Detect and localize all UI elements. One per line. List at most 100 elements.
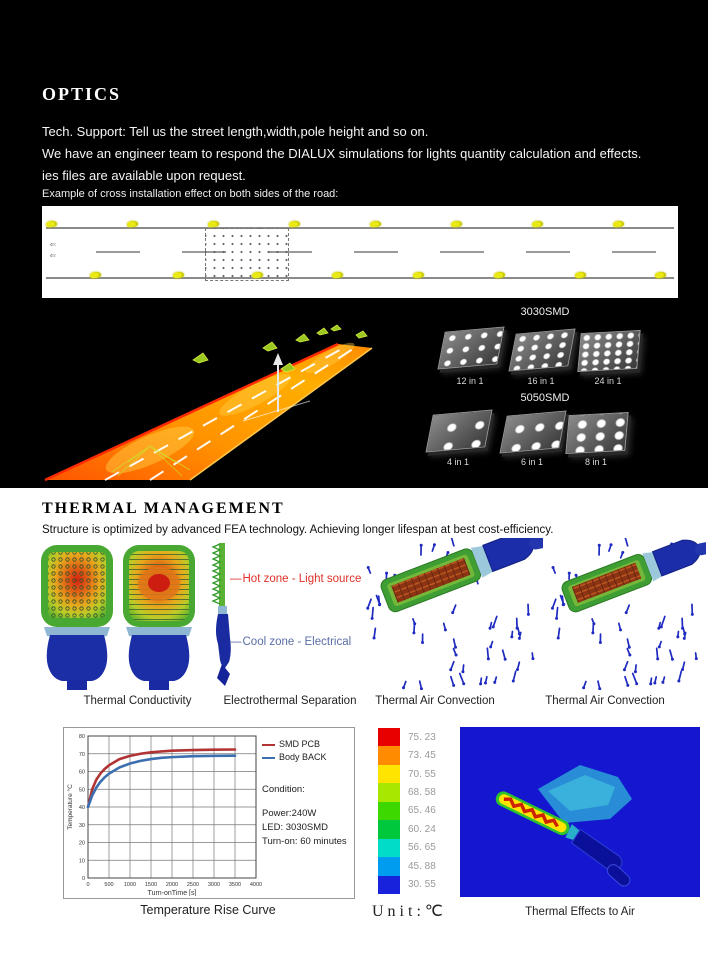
svg-text:1500: 1500 (145, 882, 157, 888)
light-cone-wireframe (111, 445, 191, 477)
scale-segment (378, 801, 400, 821)
smd-3030-title: 3030SMD (520, 306, 570, 318)
legend-entry: Body BACK (262, 751, 327, 764)
thermal-subtitle: Structure is optimized by advanced FEA t… (42, 524, 554, 536)
svg-text:20: 20 (79, 841, 85, 847)
svg-text:2500: 2500 (187, 882, 199, 888)
svg-text:60: 60 (79, 770, 85, 776)
fea-front-view-1 (41, 545, 113, 690)
svg-text:3500: 3500 (229, 882, 241, 888)
simulated-luminaires (192, 324, 368, 373)
legend-dash (262, 743, 275, 746)
chart-caption: Temperature Rise Curve (140, 903, 276, 917)
scale-segment (378, 838, 400, 858)
scale-segment (378, 857, 400, 876)
hot-zone-label: —Hot zone - Light source (230, 573, 362, 585)
chart-legend: SMD PCB Body BACK (262, 738, 327, 764)
scale-value: 30. 55 (408, 879, 436, 891)
module-caption-8in1: 8 in 1 (584, 457, 608, 467)
svg-text:70: 70 (79, 752, 85, 758)
svg-text:Turn-onTime [s]: Turn-onTime [s] (148, 890, 197, 896)
temperature-rise-chart: 0 500 1000 1500 2000 2500 3000 3500 4000 0 10 20 30 4… (63, 727, 355, 899)
scale-value: 68. 58 (408, 787, 436, 799)
temperature-scale-labels: 75. 23 73. 45 70. 55 68. 58 65. 46 60. 24 56. … (408, 728, 468, 894)
module-24in1 (577, 329, 641, 373)
smd-5050-title: 5050SMD (520, 392, 570, 404)
legend-dash (262, 756, 275, 759)
road-bottom-edge (46, 277, 674, 279)
optics-title: OPTICS (42, 84, 122, 104)
svg-text:40: 40 (79, 805, 85, 811)
scale-segment (378, 728, 400, 747)
condition-line (262, 797, 347, 807)
caption-thermal-conductivity: Thermal Conductivity (83, 695, 192, 707)
legend-entry: SMD PCB (262, 738, 327, 751)
fea-side-profile (211, 543, 231, 686)
temperature-color-scale (378, 728, 400, 894)
optics-line-1: Tech. Support: Tell us the street length… (42, 124, 429, 139)
module-caption-6in1: 6 in 1 (520, 457, 544, 467)
scale-segment (378, 783, 400, 802)
cool-zone-leader: — (230, 636, 242, 648)
module-8in1 (565, 411, 629, 455)
scale-value: 45. 88 (408, 860, 436, 872)
caption-air-convection-2: Thermal Air Convection (545, 695, 665, 707)
scale-segment (378, 820, 400, 839)
chart-plot-area: 0 500 1000 1500 2000 2500 3000 3500 4000 0 10 20 30 4… (66, 734, 262, 897)
module-4in1 (425, 409, 493, 453)
scale-value: 56. 65 (408, 842, 436, 854)
optics-line-3: ies files are available upon request. (42, 168, 246, 183)
caption-thermal-effects-to-air: Thermal Effects to Air (525, 906, 635, 918)
road-top-edge (46, 227, 674, 229)
module-caption-4in1: 4 in 1 (446, 457, 470, 467)
svg-text:1000: 1000 (124, 882, 136, 888)
hot-zone-leader: — (230, 573, 242, 585)
pole-height-arrow (242, 353, 311, 422)
scale-value: 75. 23 (408, 731, 436, 743)
caption-electrothermal-separation: Electrothermal Separation (223, 695, 357, 707)
scale-segment (378, 764, 400, 784)
lane-direction-arrow: ⇐ (49, 240, 56, 249)
scale-segment (378, 875, 400, 894)
svg-text:30: 30 (79, 823, 85, 829)
thermal-air-convection-1 (366, 538, 543, 690)
svg-text:80: 80 (79, 734, 85, 740)
fea-front-view-2 (123, 545, 195, 690)
caption-air-convection-1: Thermal Air Convection (375, 695, 495, 707)
svg-text:50: 50 (79, 787, 85, 793)
unit-label: Unit:℃ (372, 903, 447, 920)
svg-text:4000: 4000 (250, 882, 262, 888)
svg-text:0: 0 (82, 876, 85, 882)
chart-condition-block: Condition: Power:240W LED: 3030SMD Turn-on:… (262, 783, 347, 849)
module-16in1 (508, 328, 576, 372)
optics-line-2: We have an engineer team to respond the … (42, 146, 642, 161)
module-caption-12in1: 12 in 1 (456, 376, 484, 386)
calculation-grid (205, 228, 289, 281)
thermal-title: THERMAL MANAGEMENT (42, 500, 285, 517)
road-installation-diagram: ⇐ ⇐ (42, 206, 678, 298)
example-label: Example of cross installation effect on … (42, 188, 339, 200)
thermal-effects-to-air-image (460, 727, 700, 897)
condition-line: Power:240W (262, 808, 317, 819)
scale-value: 65. 46 (408, 805, 436, 817)
svg-text:10: 10 (79, 858, 85, 864)
svg-text:2000: 2000 (166, 882, 178, 888)
cool-zone-label: —Cool zone - Electrical (230, 636, 352, 648)
svg-text:0: 0 (86, 882, 89, 888)
scale-value: 73. 45 (408, 750, 436, 762)
road-center-line (96, 251, 668, 253)
scale-value: 70. 55 (408, 768, 436, 780)
lane-direction-arrow: ⇐ (49, 251, 56, 260)
scale-segment (378, 746, 400, 765)
condition-line: LED: 3030SMD (262, 822, 329, 833)
condition-line: Condition: (262, 784, 305, 795)
thermal-air-convection-2 (550, 538, 706, 690)
svg-text:Temperature °C: Temperature °C (66, 784, 74, 830)
dialux-road-simulation (44, 324, 373, 482)
svg-text:500: 500 (104, 882, 113, 888)
scale-value: 60. 24 (408, 823, 436, 835)
svg-text:3000: 3000 (208, 882, 220, 888)
module-6in1 (499, 410, 567, 454)
module-caption-24in1: 24 in 1 (594, 376, 622, 386)
